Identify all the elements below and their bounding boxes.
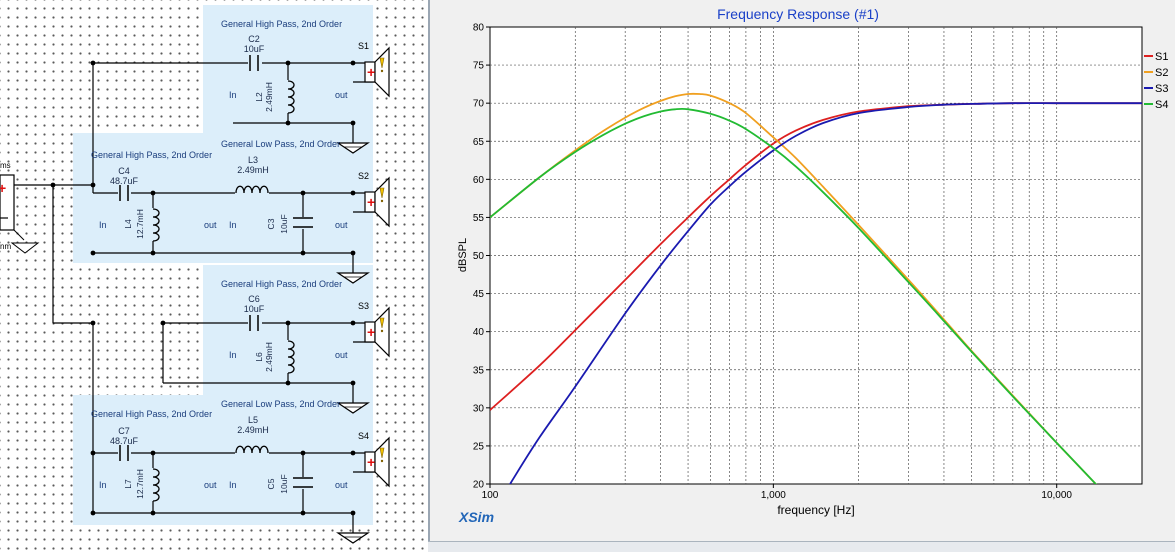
x-axis-label: frequency [Hz] bbox=[777, 503, 854, 517]
block-title: General High Pass, 2nd Order bbox=[91, 409, 212, 419]
component-ref: C2 bbox=[248, 34, 260, 44]
series-line-s3 bbox=[509, 102, 1142, 484]
y-tick-label: 65 bbox=[473, 137, 485, 148]
frequency-response-window[interactable]: Frequency Response (#1) 20 25 30 35 40 45 50 55… bbox=[428, 0, 1175, 545]
in-label: In bbox=[229, 350, 237, 360]
x-tick-label: 1,000 bbox=[761, 490, 786, 501]
component-value: 48.7uF bbox=[110, 176, 139, 186]
ground-4 bbox=[337, 524, 369, 544]
component-value: 10uF bbox=[279, 474, 289, 493]
block-title: General High Pass, 2nd Order bbox=[221, 279, 342, 289]
component-ref: C5 bbox=[266, 478, 276, 489]
y-tick-label: 40 bbox=[473, 327, 485, 338]
out-label: out bbox=[335, 350, 348, 360]
legend: S1 S2 S3 S4 bbox=[1144, 51, 1168, 111]
svg-text:+: + bbox=[0, 180, 6, 196]
y-tick-label: 50 bbox=[473, 251, 485, 262]
y-tick-label: 70 bbox=[473, 99, 485, 110]
in-label: In bbox=[229, 480, 237, 490]
in-label: In bbox=[99, 480, 107, 490]
series-lines bbox=[490, 92, 1142, 484]
component-value: 10uF bbox=[279, 214, 289, 233]
schematic-panel[interactable]: + + bbox=[0, 0, 430, 551]
component-value: 12.7mH bbox=[135, 209, 145, 239]
component-value: 2.49mH bbox=[264, 342, 274, 372]
y-tick-label: 30 bbox=[473, 403, 485, 414]
block-backgrounds bbox=[73, 5, 373, 525]
source-label-fragment: ms bbox=[0, 161, 11, 170]
component-ref: L5 bbox=[248, 415, 258, 425]
out-label: out bbox=[204, 220, 217, 230]
speaker-label: S3 bbox=[358, 301, 369, 311]
window-bottom-edge bbox=[428, 541, 1175, 552]
component-value: 2.49mH bbox=[237, 425, 269, 435]
component-ref: L6 bbox=[254, 352, 264, 362]
component-value: 12.7mH bbox=[135, 469, 145, 499]
speaker-label: S4 bbox=[358, 431, 369, 441]
wiring bbox=[52, 62, 375, 525]
y-axis-label: dBSPL bbox=[457, 238, 469, 272]
y-tick-label: 60 bbox=[473, 175, 485, 186]
schematic-drawing: + + bbox=[0, 5, 390, 544]
out-label: out bbox=[335, 220, 348, 230]
axis-ticks: 20 25 30 35 40 45 50 55 60 65 70 75 80 100 1,000 10,000 bbox=[473, 23, 1073, 502]
block-title: General High Pass, 2nd Order bbox=[221, 19, 342, 29]
y-tick-label: 75 bbox=[473, 61, 485, 72]
block-title: General Low Pass, 2nd Order bbox=[221, 139, 340, 149]
legend-label: S1 bbox=[1155, 51, 1168, 63]
chart-title: Frequency Response (#1) bbox=[717, 6, 879, 22]
series-line-s4 bbox=[490, 107, 1098, 484]
legend-label: S4 bbox=[1155, 99, 1168, 111]
y-tick-label: 80 bbox=[473, 23, 485, 34]
component-ref: C7 bbox=[118, 426, 130, 436]
y-tick-label: 35 bbox=[473, 365, 485, 376]
block-title: General High Pass, 2nd Order bbox=[91, 150, 212, 160]
block-title: General Low Pass, 2nd Order bbox=[221, 399, 340, 409]
component-ref: C3 bbox=[266, 218, 276, 229]
legend-label: S2 bbox=[1155, 67, 1168, 79]
frequency-response-chart: Frequency Response (#1) 20 25 30 35 40 45 50 55… bbox=[457, 6, 1168, 525]
component-value: 10uF bbox=[244, 44, 265, 54]
component-value: 48.7uF bbox=[110, 436, 139, 446]
in-label: In bbox=[229, 220, 237, 230]
in-label: In bbox=[99, 220, 107, 230]
component-value: 2.49mH bbox=[237, 165, 269, 175]
capacitors bbox=[119, 55, 313, 488]
out-label: out bbox=[204, 480, 217, 490]
in-label: In bbox=[229, 90, 237, 100]
y-tick-label: 20 bbox=[473, 480, 485, 491]
component-ref: C6 bbox=[248, 294, 260, 304]
x-tick-label: 100 bbox=[482, 490, 499, 501]
component-ref: C4 bbox=[118, 166, 130, 176]
speaker-label: S2 bbox=[358, 171, 369, 181]
y-tick-label: 45 bbox=[473, 289, 485, 300]
legend-label: S3 bbox=[1155, 83, 1168, 95]
junction-dots bbox=[50, 60, 356, 516]
y-tick-label: 25 bbox=[473, 441, 485, 452]
out-label: out bbox=[335, 480, 348, 490]
speaker-label: S1 bbox=[358, 41, 369, 51]
x-tick-label: 10,000 bbox=[1041, 490, 1072, 501]
xsim-watermark: XSim bbox=[458, 509, 494, 525]
component-ref: L3 bbox=[248, 155, 258, 165]
component-value: 10uF bbox=[244, 304, 265, 314]
component-ref: L2 bbox=[254, 92, 264, 102]
source-label-fragment: nm bbox=[0, 242, 11, 251]
component-value: 2.49mH bbox=[264, 82, 274, 112]
component-ref: L7 bbox=[123, 479, 133, 489]
component-ref: L4 bbox=[123, 219, 133, 229]
y-tick-label: 55 bbox=[473, 213, 485, 224]
out-label: out bbox=[335, 90, 348, 100]
